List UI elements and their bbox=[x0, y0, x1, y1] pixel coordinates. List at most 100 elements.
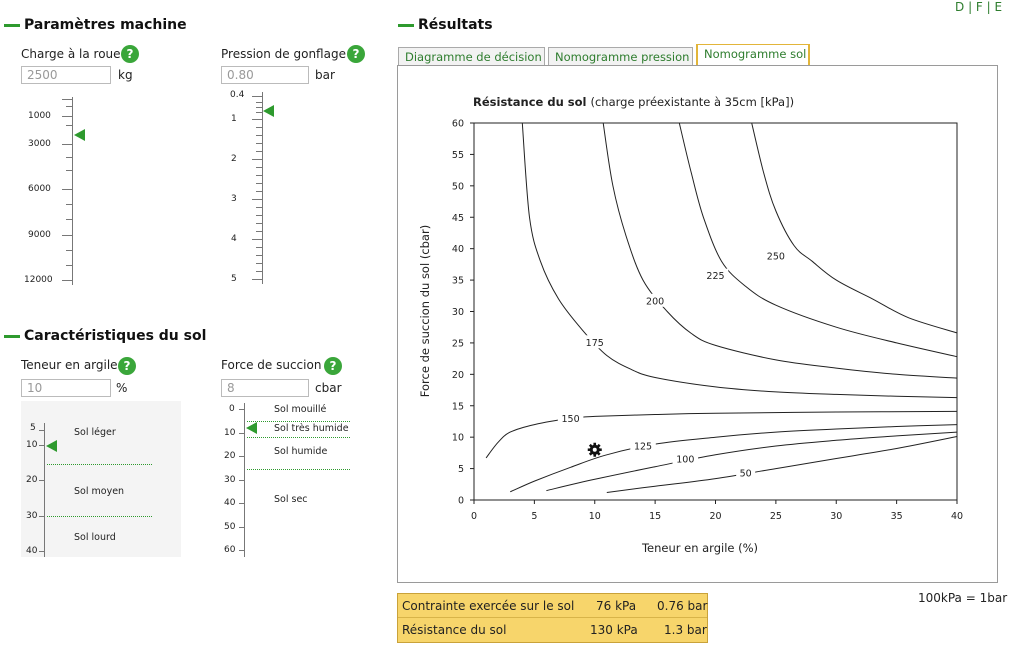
load-tick-label: 3000 bbox=[28, 139, 51, 149]
chart-subtitle: (charge préexistante à 35cm [kPa]) bbox=[590, 95, 794, 109]
result-label-resistance: Résistance du sol bbox=[402, 623, 507, 637]
results-section-title: Résultats bbox=[398, 17, 493, 33]
y-tick-label: 0 bbox=[458, 496, 464, 507]
iso-curve-125 bbox=[510, 424, 958, 493]
load-unit: kg bbox=[118, 68, 133, 82]
pressure-tick bbox=[256, 207, 262, 208]
iso-curve-label: 225 bbox=[706, 271, 724, 282]
clay-scale-line bbox=[44, 423, 45, 557]
gear-icon bbox=[587, 442, 602, 457]
load-tick-label: 9000 bbox=[28, 230, 51, 240]
iso-curve-label-bg bbox=[630, 438, 656, 452]
load-tick-label: 12000 bbox=[24, 275, 53, 285]
clay-tick bbox=[39, 516, 44, 517]
load-tick bbox=[66, 125, 72, 126]
pressure-tick bbox=[256, 191, 262, 192]
load-help-icon[interactable]: ? bbox=[121, 45, 139, 63]
y-tick-label: 50 bbox=[452, 181, 464, 192]
iso-curve-label: 200 bbox=[646, 296, 664, 307]
machine-title-text: Paramètres machine bbox=[24, 17, 187, 33]
pressure-tick-label: 2 bbox=[231, 154, 237, 164]
suction-tick bbox=[239, 409, 244, 410]
pressure-tick bbox=[252, 279, 262, 280]
load-tick bbox=[66, 170, 72, 171]
zone-label-light: Sol léger bbox=[74, 427, 116, 438]
y-tick-label: 30 bbox=[452, 307, 464, 318]
y-tick-label: 20 bbox=[452, 370, 464, 381]
iso-curve-label-bg bbox=[672, 452, 699, 466]
suction-tick bbox=[239, 433, 244, 434]
iso-curve-label-bg bbox=[557, 411, 584, 425]
lang-fr[interactable]: F bbox=[975, 0, 983, 14]
pressure-input[interactable]: 0.80 bbox=[221, 66, 309, 84]
clay-help-icon[interactable]: ? bbox=[118, 357, 136, 375]
clay-slider-handle[interactable] bbox=[46, 440, 57, 452]
section-bar bbox=[4, 23, 20, 27]
y-tick-label: 5 bbox=[458, 464, 464, 475]
pressure-tick bbox=[256, 271, 262, 272]
section-bar bbox=[4, 334, 20, 338]
iso-curve-50 bbox=[606, 436, 958, 493]
tab-pressure-nomogram[interactable]: Nomogramme pression bbox=[548, 47, 693, 66]
pressure-tick-label: 3 bbox=[231, 194, 237, 204]
results-title-text: Résultats bbox=[418, 17, 493, 33]
suction-tick bbox=[239, 550, 244, 551]
clay-tick-label: 5 bbox=[30, 423, 36, 433]
tab-decision-diagram[interactable]: Diagramme de décision bbox=[398, 47, 545, 66]
clay-tick-label: 10 bbox=[26, 440, 38, 450]
load-input[interactable]: 2500 bbox=[21, 66, 111, 84]
zone-divider bbox=[247, 437, 350, 438]
zone-divider bbox=[47, 464, 152, 465]
conversion-note: 100kPa = 1bar bbox=[918, 591, 1008, 605]
pressure-tick bbox=[256, 107, 262, 108]
suction-input[interactable]: 8 bbox=[221, 379, 309, 397]
pressure-help-icon[interactable]: ? bbox=[347, 45, 365, 63]
pressure-scale-line bbox=[262, 92, 263, 284]
clay-tick bbox=[39, 551, 44, 552]
pressure-slider-handle[interactable] bbox=[263, 105, 274, 117]
machine-section-title: Paramètres machine bbox=[4, 17, 187, 33]
result-separator bbox=[398, 617, 707, 618]
y-axis-title: Force de succion du sol (cbar) bbox=[418, 225, 432, 397]
zone-label-medium: Sol moyen bbox=[74, 486, 125, 497]
plot-area bbox=[473, 122, 958, 501]
pressure-label: Pression de gonflage bbox=[221, 47, 346, 61]
iso-curve-200 bbox=[602, 122, 958, 379]
suction-label: Force de succion bbox=[221, 358, 322, 372]
lang-en[interactable]: E bbox=[994, 0, 1003, 14]
iso-curve-225 bbox=[678, 122, 958, 358]
iso-curve-label-bg bbox=[702, 268, 729, 282]
language-switch: D | F | E bbox=[955, 0, 1003, 14]
pressure-tick-label: 4 bbox=[231, 234, 237, 244]
suction-help-icon[interactable]: ? bbox=[324, 357, 342, 375]
iso-resistance-curves: 50 100 125 150 175 200 225 250 bbox=[485, 122, 958, 493]
load-slider-handle[interactable] bbox=[74, 129, 85, 141]
pressure-tick bbox=[256, 247, 262, 248]
load-tick bbox=[62, 99, 72, 100]
pressure-tick bbox=[256, 175, 262, 176]
current-point-marker bbox=[587, 442, 602, 457]
zone-label-very-moist: Sol très humide bbox=[274, 423, 349, 434]
chart-panel: Résistance du sol (charge préexistante à … bbox=[397, 65, 998, 583]
x-axis: 0 5 10 15 20 25 30 35 40 bbox=[471, 500, 963, 522]
zone-label-heavy: Sol lourd bbox=[74, 532, 116, 543]
y-tick-label: 40 bbox=[452, 244, 464, 255]
lang-de[interactable]: D bbox=[955, 0, 965, 14]
pressure-tick bbox=[256, 127, 262, 128]
iso-curve-175 bbox=[521, 122, 958, 399]
load-tick bbox=[66, 250, 72, 251]
iso-curve-label: 50 bbox=[740, 468, 752, 479]
iso-curve-label-bg bbox=[642, 293, 668, 307]
load-label: Charge à la roue bbox=[21, 47, 121, 61]
tab-soil-nomogram[interactable]: Nomogramme sol bbox=[696, 44, 810, 66]
clay-input[interactable]: 10 bbox=[21, 379, 111, 397]
pressure-tick bbox=[252, 199, 262, 200]
pressure-tick bbox=[256, 223, 262, 224]
results-table: Contrainte exercée sur le sol 76 kPa 0.7… bbox=[397, 593, 708, 643]
x-tick-label: 5 bbox=[531, 511, 537, 522]
iso-curve-150 bbox=[485, 410, 958, 459]
suction-slider-handle[interactable] bbox=[246, 422, 257, 434]
zone-divider bbox=[47, 516, 152, 517]
load-tick bbox=[62, 235, 72, 236]
x-tick-label: 10 bbox=[589, 511, 601, 522]
